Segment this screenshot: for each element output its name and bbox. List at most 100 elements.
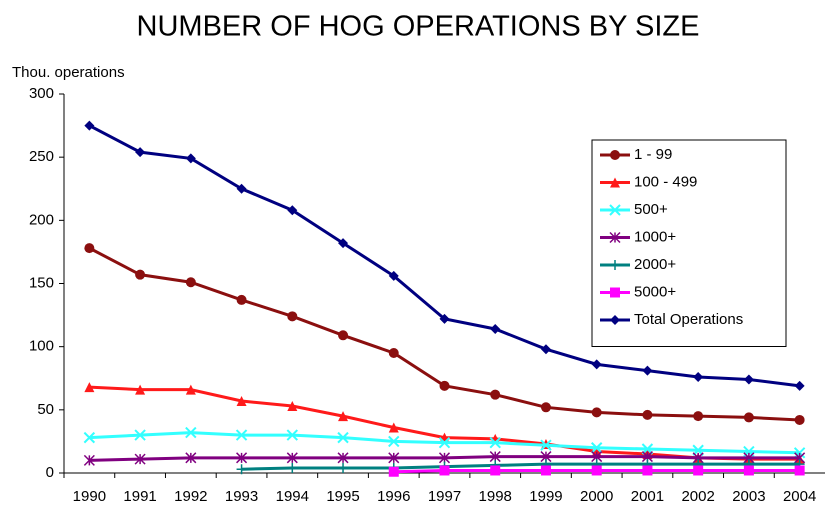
marker [235,429,248,441]
marker [590,442,603,454]
legend-label: 2000+ [634,256,676,273]
marker [338,238,349,249]
marker [388,347,399,358]
y-tick-label: 100 [29,338,54,355]
marker [439,313,450,324]
legend-label: 5000+ [634,283,676,300]
x-tick-label: 2000 [580,488,613,505]
marker [236,183,247,194]
marker [337,452,349,464]
marker [287,462,298,473]
chart-title: NUMBER OF HOG OPERATIONS BY SIZE [137,11,700,43]
marker [794,380,805,391]
marker [591,359,602,370]
y-tick-label: 250 [29,148,54,165]
marker [287,401,298,412]
marker [135,147,146,158]
marker [794,465,805,476]
marker [236,395,247,406]
marker [438,436,451,449]
marker [286,452,298,464]
marker [490,323,501,334]
marker [540,439,552,451]
x-tick-label: 2004 [783,488,816,505]
x-tick-label: 1991 [123,488,156,505]
x-tick-label: 1998 [479,488,512,505]
x-tick-label: 1994 [276,488,309,505]
marker [610,150,620,160]
marker [609,204,621,216]
x-tick-label: 2003 [732,488,765,505]
x-tick-label: 1999 [529,488,562,505]
marker [84,120,95,131]
marker [540,465,551,476]
marker [743,412,754,423]
legend-label: 1000+ [634,228,676,245]
marker [135,384,146,395]
marker [693,371,704,382]
x-tick-label: 2002 [681,488,714,505]
marker [489,436,501,449]
marker [338,462,349,473]
legend-label: Total Operations [634,311,743,328]
y-tick-label: 50 [37,401,54,418]
legend-label: 500+ [634,201,668,218]
marker [83,431,96,444]
marker [490,389,501,400]
marker [83,454,95,466]
marker [591,465,602,476]
marker [185,277,196,288]
y-tick-label: 300 [29,85,54,102]
marker [642,465,653,476]
x-tick-label: 1996 [377,488,410,505]
marker [236,464,247,475]
marker [610,315,620,325]
marker [287,311,298,322]
series-line [241,462,800,471]
marker [540,344,551,355]
marker [388,466,399,477]
marker [388,452,400,464]
marker [338,330,349,341]
y-tick-label: 200 [29,211,54,228]
marker [610,177,620,188]
marker [642,365,653,376]
marker [610,260,620,270]
y-axis-label: Thou. operations [12,64,125,81]
series-line [89,385,800,461]
x-tick-label: 1992 [174,488,207,505]
marker [439,465,450,476]
legend-label: 1 - 99 [634,146,672,163]
marker [337,431,349,444]
marker [135,269,146,280]
marker [743,374,754,385]
x-tick-label: 2001 [631,488,664,505]
marker [610,287,620,298]
marker [286,429,299,441]
marker [84,382,95,393]
y-tick-label: 150 [29,274,54,291]
x-tick-label: 1995 [326,488,359,505]
marker [490,465,501,476]
marker [609,231,621,244]
marker [693,465,704,476]
marker [388,422,399,433]
marker [693,411,704,422]
marker [338,411,349,422]
marker [134,453,146,465]
marker [236,294,247,305]
legend-label: 100 - 499 [634,173,697,190]
marker [388,435,400,448]
x-tick-label: 1997 [428,488,461,505]
marker [591,407,602,418]
marker [185,153,196,164]
marker [287,205,298,216]
marker [185,452,197,464]
marker [439,380,450,391]
marker [185,384,196,395]
marker [185,426,197,439]
marker [388,270,399,281]
marker [134,429,146,441]
marker [540,402,551,413]
